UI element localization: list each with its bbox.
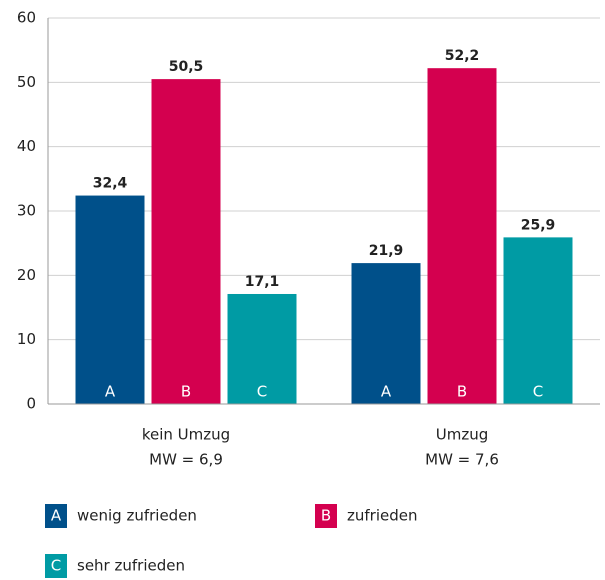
y-tick-label: 0 bbox=[26, 395, 36, 413]
bar bbox=[427, 68, 497, 405]
legend-swatch bbox=[45, 554, 67, 578]
y-tick-label: 50 bbox=[17, 73, 36, 91]
legend-swatch bbox=[315, 504, 337, 528]
bar-key: C bbox=[533, 383, 543, 401]
bar-key: B bbox=[181, 383, 191, 401]
bar bbox=[151, 79, 221, 404]
value-label: 25,9 bbox=[521, 217, 556, 233]
legend-label: zufrieden bbox=[347, 507, 417, 525]
bar bbox=[75, 195, 145, 404]
y-tick-label: 10 bbox=[17, 330, 36, 348]
y-tick-label: 40 bbox=[17, 137, 36, 155]
bar bbox=[351, 263, 421, 404]
legend-label: sehr zufrieden bbox=[77, 557, 185, 575]
legend-swatch bbox=[45, 504, 67, 528]
y-tick-label: 30 bbox=[17, 202, 36, 220]
x-tick-sublabel: MW = 6,9 bbox=[149, 451, 223, 469]
bar bbox=[503, 237, 573, 404]
value-label: 32,4 bbox=[93, 176, 128, 192]
value-label: 52,2 bbox=[445, 48, 480, 64]
bar-key: A bbox=[105, 383, 116, 401]
x-tick-label: kein Umzug bbox=[142, 426, 230, 444]
legend-key: B bbox=[321, 507, 331, 525]
bar bbox=[227, 293, 297, 404]
value-label: 17,1 bbox=[245, 274, 280, 290]
value-label: 21,9 bbox=[369, 243, 404, 259]
legend-key: A bbox=[51, 507, 62, 525]
x-tick-sublabel: MW = 7,6 bbox=[425, 451, 499, 469]
y-tick-label: 20 bbox=[17, 266, 36, 284]
bar-key: C bbox=[257, 383, 267, 401]
x-tick-label: Umzug bbox=[436, 426, 489, 444]
value-label: 50,5 bbox=[169, 59, 204, 75]
bar-key: B bbox=[457, 383, 467, 401]
bar-key: A bbox=[381, 383, 392, 401]
y-tick-label: 60 bbox=[17, 9, 36, 27]
legend-label: wenig zufrieden bbox=[77, 507, 197, 525]
legend-key: C bbox=[51, 557, 61, 575]
